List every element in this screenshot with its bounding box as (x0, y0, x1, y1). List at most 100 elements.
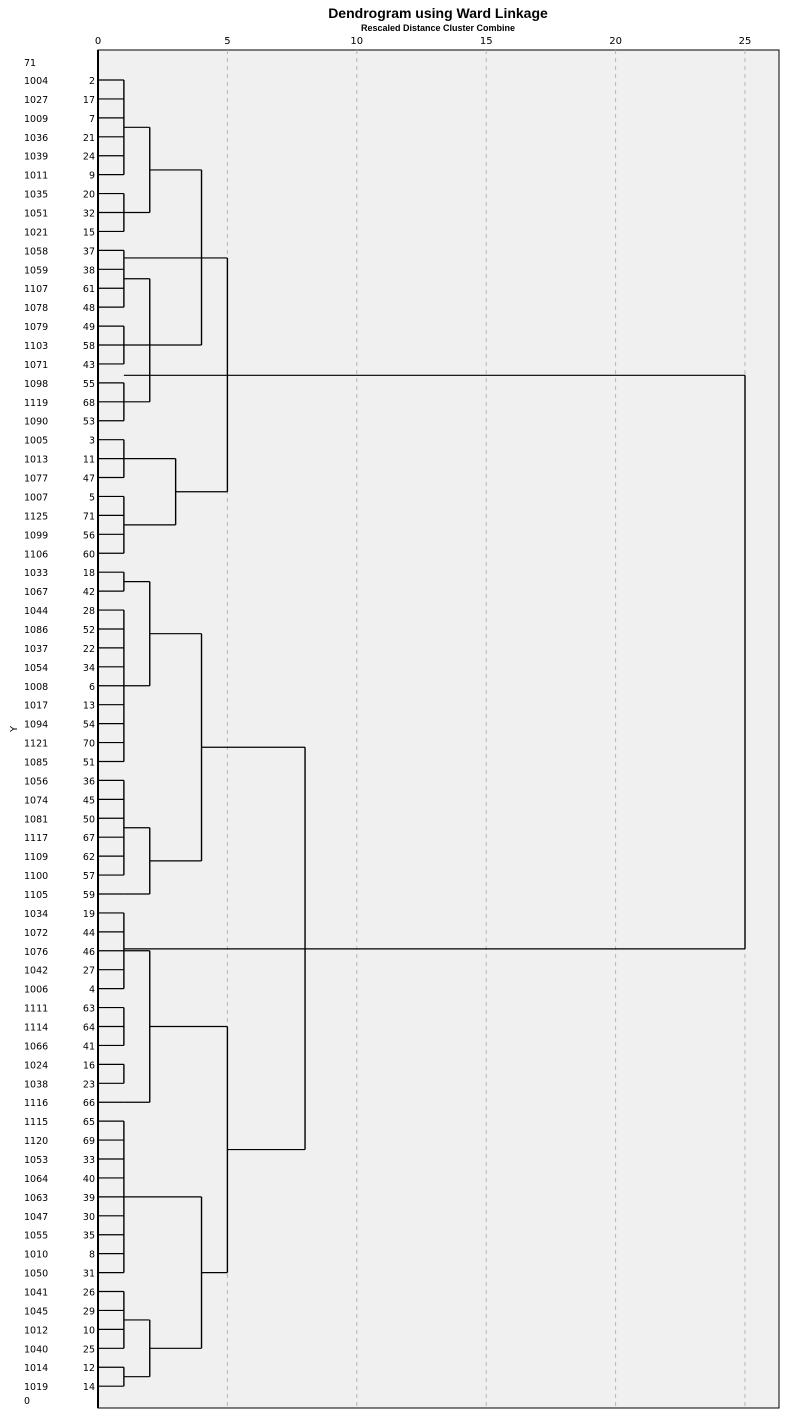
leaf-id-label: 1077 (24, 474, 48, 485)
leaf-id-label: 1035 (24, 190, 48, 201)
leaf-id-label: 1039 (24, 152, 48, 163)
leaf-id-label: 1047 (24, 1212, 48, 1223)
leaf-id-label: 1119 (24, 398, 48, 409)
leaf-id-label: 1079 (24, 322, 48, 333)
leaf-case-label: 70 (83, 739, 95, 750)
leaf-id-label: 1100 (24, 871, 48, 882)
leaf-id-label: 1114 (24, 1023, 48, 1034)
leaf-id-label: 1009 (24, 114, 48, 125)
leaf-id-label: 1041 (24, 1288, 48, 1299)
leaf-case-label: 37 (83, 246, 95, 257)
leaf-case-label: 38 (83, 265, 95, 276)
leaf-case-label: 49 (83, 322, 95, 333)
leaf-case-label: 26 (83, 1288, 95, 1299)
leaf-id-label: 1053 (24, 1155, 48, 1166)
leaf-case-label: 20 (83, 190, 95, 201)
leaf-id-label: 1056 (24, 776, 48, 787)
leaf-id-label: 1037 (24, 644, 48, 655)
leaf-case-label: 31 (83, 1269, 95, 1280)
leaf-case-label: 5 (89, 492, 95, 503)
leaf-id-label: 1051 (24, 209, 48, 220)
leaf-case-label: 46 (83, 947, 95, 958)
y-bottom-label: 0 (24, 1396, 30, 1407)
leaf-case-label: 33 (83, 1155, 95, 1166)
leaf-id-label: 1017 (24, 701, 48, 712)
leaf-id-label: 1063 (24, 1193, 48, 1204)
x-axis-ticks: 0 5 10 15 20 25 (95, 36, 752, 47)
leaf-case-label: 64 (83, 1023, 95, 1034)
leaf-id-label: 1094 (24, 720, 48, 731)
leaf-case-label: 29 (83, 1306, 95, 1317)
leaf-id-label: 1085 (24, 757, 48, 768)
leaf-case-label: 10 (83, 1325, 95, 1336)
leaf-id-label: 1116 (24, 1098, 48, 1109)
leaf-case-label: 60 (83, 549, 95, 560)
x-tick-label: 15 (480, 36, 493, 47)
leaf-id-label: 1086 (24, 625, 48, 636)
leaf-case-label: 8 (89, 1250, 95, 1261)
leaf-case-label: 3 (89, 436, 95, 447)
leaf-case-label: 15 (83, 227, 95, 238)
leaf-id-label: 1014 (24, 1363, 48, 1374)
leaf-id-label: 1066 (24, 1041, 48, 1052)
leaf-id-label: 1050 (24, 1269, 48, 1280)
leaf-case-label: 42 (83, 587, 95, 598)
leaf-case-label: 6 (89, 682, 95, 693)
leaf-case-label: 59 (83, 890, 95, 901)
leaf-id-label: 1044 (24, 606, 48, 617)
leaf-id-label: 1027 (24, 95, 48, 106)
leaf-case-label: 57 (83, 871, 95, 882)
leaf-id-label: 1004 (24, 76, 48, 87)
leaf-id-label: 1040 (24, 1344, 48, 1355)
leaf-case-label: 61 (83, 284, 95, 295)
dendrogram-branches (98, 79, 746, 1387)
leaf-case-label: 41 (83, 1041, 95, 1052)
leaf-id-label: 1090 (24, 417, 48, 428)
leaf-case-label: 52 (83, 625, 95, 636)
x-tick-label: 10 (350, 36, 363, 47)
leaf-case-label: 40 (83, 1174, 95, 1185)
leaf-id-label: 1111 (24, 1004, 48, 1015)
y-top-label: 71 (24, 58, 36, 69)
leaf-id-label: 1006 (24, 985, 48, 996)
plot-area (97, 49, 780, 1409)
leaf-id-label: 1045 (24, 1306, 48, 1317)
leaf-id-label: 1058 (24, 246, 48, 257)
x-axis-label: Rescaled Distance Cluster Combine (361, 23, 515, 33)
x-tick-label: 0 (95, 36, 101, 47)
leaf-case-label: 19 (83, 909, 95, 920)
leaf-id-label: 1059 (24, 265, 48, 276)
leaf-case-label: 23 (83, 1079, 95, 1090)
leaf-case-label: 51 (83, 757, 95, 768)
leaf-case-label: 2 (89, 76, 95, 87)
leaf-id-label: 1099 (24, 530, 48, 541)
chart-title: Dendrogram using Ward Linkage (328, 5, 548, 21)
leaf-id-label: 1117 (24, 833, 48, 844)
leaf-id-label: 1034 (24, 909, 48, 920)
leaf-case-label: 7 (89, 114, 95, 125)
leaf-id-label: 1024 (24, 1060, 48, 1071)
leaf-id-label: 1120 (24, 1136, 48, 1147)
leaf-case-label: 71 (83, 511, 95, 522)
leaf-id-label: 1012 (24, 1325, 48, 1336)
leaf-case-label: 44 (83, 928, 95, 939)
y-axis-label: Y (9, 725, 20, 733)
leaf-case-label: 66 (83, 1098, 95, 1109)
leaf-id-label: 1106 (24, 549, 48, 560)
leaf-case-label: 16 (83, 1060, 95, 1071)
leaf-id-label: 1011 (24, 171, 48, 182)
leaf-case-label: 24 (83, 152, 95, 163)
leaf-id-label: 1054 (24, 663, 48, 674)
leaf-id-label: 1038 (24, 1079, 48, 1090)
leaf-id-label: 1071 (24, 360, 48, 371)
leaf-id-label: 1007 (24, 492, 48, 503)
x-tick-label: 25 (739, 36, 752, 47)
leaf-id-label: 1019 (24, 1382, 48, 1393)
leaf-id-label: 1115 (24, 1117, 48, 1128)
leaf-id-label: 1036 (24, 133, 48, 144)
leaf-id-label: 1125 (24, 511, 48, 522)
leaf-id-label: 1072 (24, 928, 48, 939)
leaf-id-label: 1013 (24, 455, 48, 466)
leaf-case-label: 25 (83, 1344, 95, 1355)
